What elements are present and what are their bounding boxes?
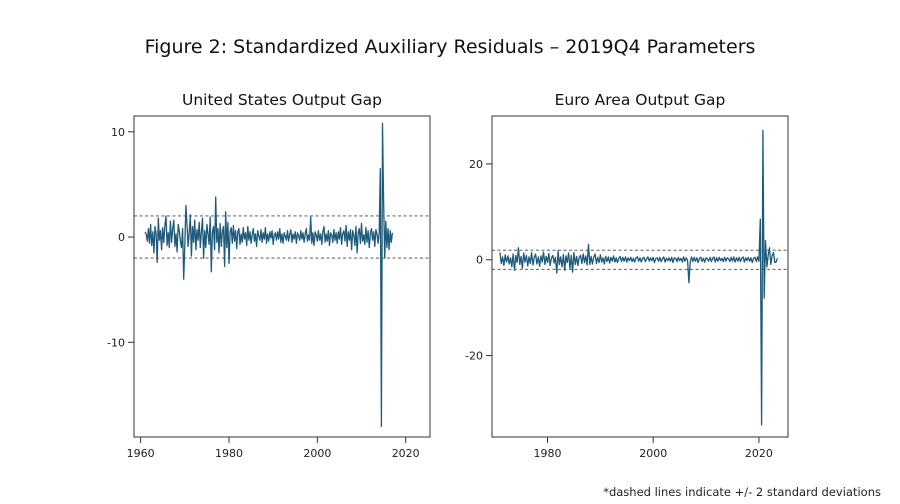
- panel-title-ea: Euro Area Output Gap: [555, 91, 726, 109]
- y-tick-label-us-2: -10: [107, 336, 125, 349]
- x-tick-label-us-0: 1960: [127, 447, 155, 460]
- plot-frame-ea: [491, 115, 789, 438]
- panel-title-us: United States Output Gap: [182, 91, 382, 109]
- y-tick-label-ea-2: -20: [465, 350, 483, 363]
- series-line-us-0: [144, 122, 394, 428]
- series-line-ea-0: [499, 129, 779, 426]
- x-tick-label-us-3: 2020: [392, 447, 420, 460]
- us-output-gap-panel: United States Output Gap 10 0 -10 1960 1980 2…: [107, 91, 431, 460]
- x-tick-label-ea-1: 2000: [639, 447, 667, 460]
- plot-frame-us: [133, 115, 431, 438]
- y-tick-label-ea-1: 0: [476, 254, 483, 267]
- y-tick-label-ea-0: 20: [469, 158, 483, 171]
- x-tick-label-us-1: 1980: [215, 447, 243, 460]
- figure-title: Figure 2: Standardized Auxiliary Residua…: [145, 36, 756, 58]
- footnote: *dashed lines indicate +/- 2 standard de…: [603, 485, 881, 499]
- x-tick-label-us-2: 2000: [303, 447, 331, 460]
- y-tick-label-us-0: 10: [111, 126, 125, 139]
- y-tick-label-us-1: 0: [118, 231, 125, 244]
- euro-area-output-gap-panel: Euro Area Output Gap 20 0 -20 1980 2000 2020: [465, 91, 789, 460]
- x-tick-label-ea-2: 2020: [745, 447, 773, 460]
- x-tick-label-ea-0: 1980: [534, 447, 562, 460]
